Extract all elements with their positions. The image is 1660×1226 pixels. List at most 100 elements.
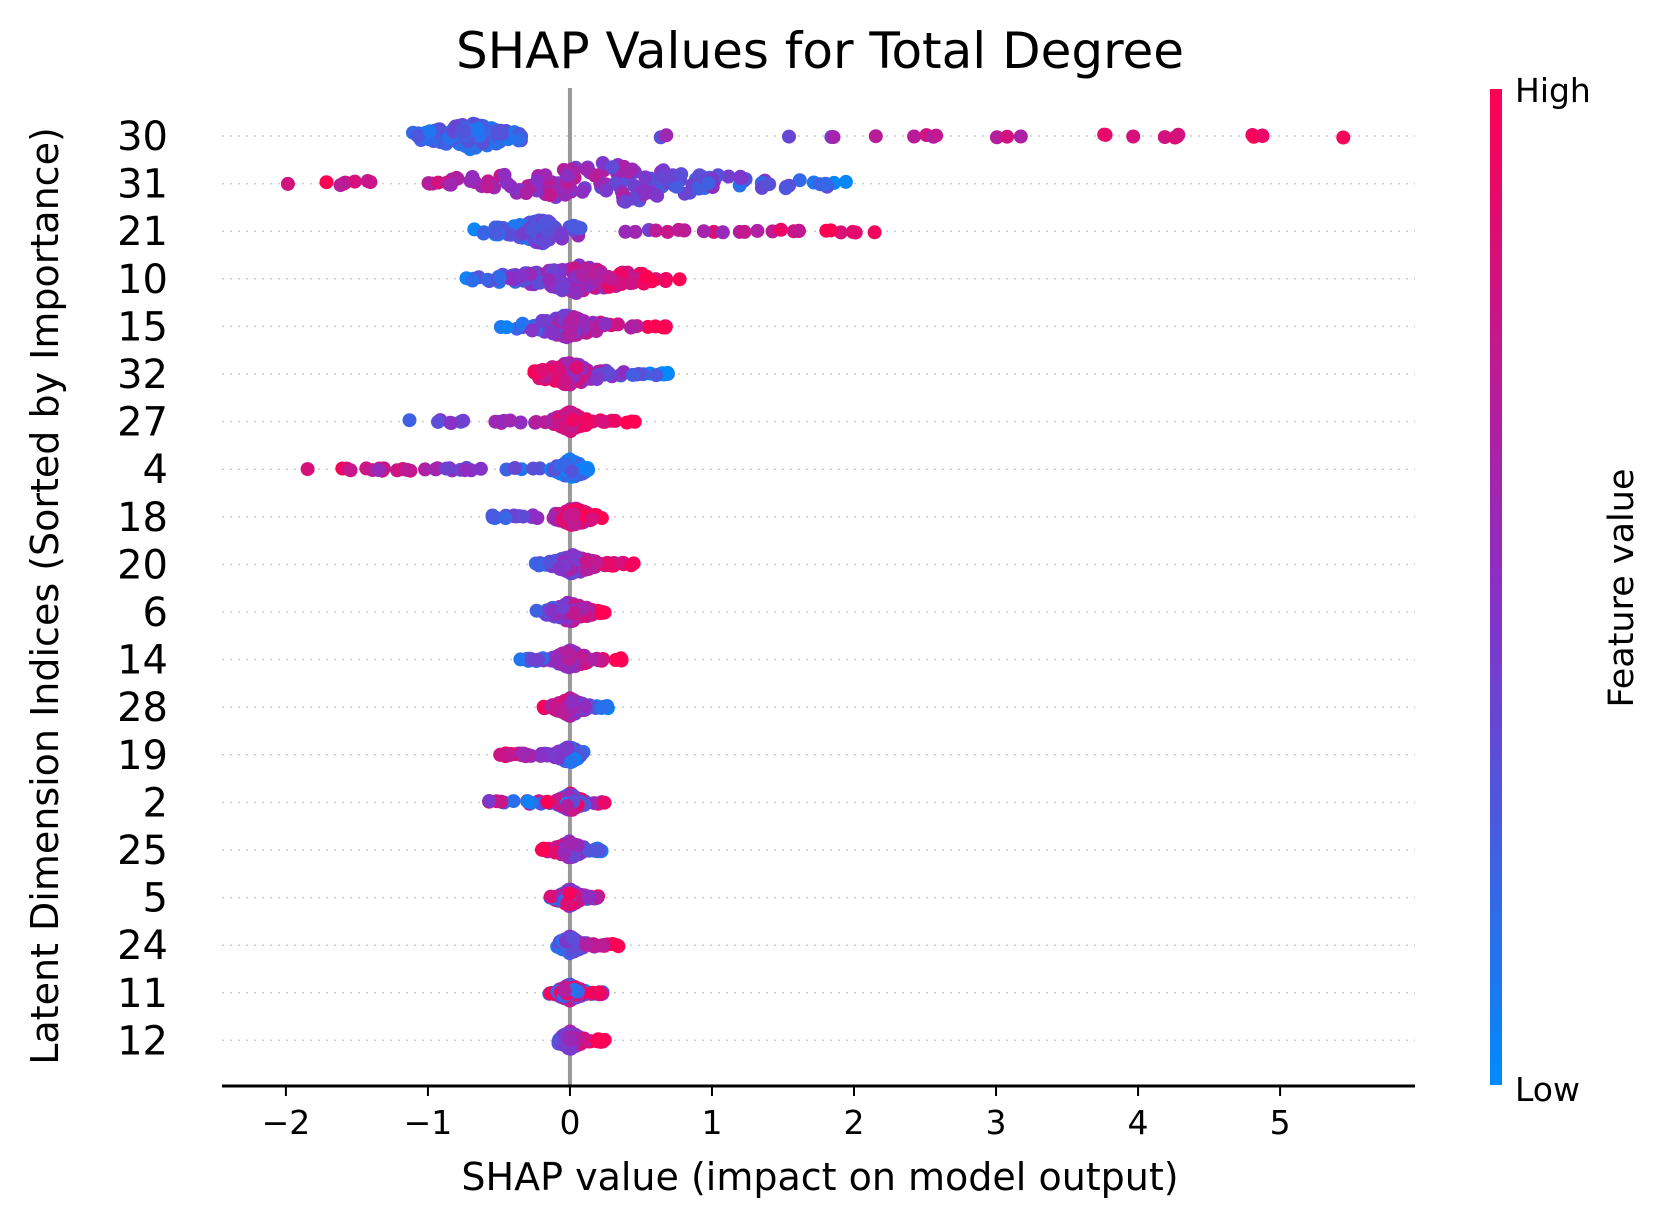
shap-point xyxy=(1336,130,1351,145)
shap-point xyxy=(792,173,807,188)
shap-point xyxy=(562,886,577,901)
shap-point xyxy=(791,223,806,238)
shap-point xyxy=(721,169,736,184)
shap-point xyxy=(503,179,518,194)
feature-label: 14 xyxy=(117,638,168,684)
shap-point xyxy=(672,272,687,287)
shap-point xyxy=(503,271,518,286)
shap-point xyxy=(563,835,577,850)
shap-point xyxy=(605,160,620,175)
shap-point xyxy=(625,319,640,334)
shap-point xyxy=(601,366,616,381)
shap-point xyxy=(597,795,612,810)
shap-point xyxy=(566,311,581,326)
colorbar-high-label: High xyxy=(1515,71,1591,110)
shap-point xyxy=(480,272,495,287)
shap-point xyxy=(654,169,669,184)
shap-point xyxy=(585,512,599,527)
shap-point xyxy=(542,272,557,287)
shap-point xyxy=(470,122,485,137)
feature-label: 11 xyxy=(117,971,168,1017)
shap-point xyxy=(782,129,796,144)
x-tick-label: −2 xyxy=(262,1103,311,1142)
colorbar-title: Feature value xyxy=(1602,469,1642,708)
shap-point xyxy=(1171,127,1186,142)
shap-point xyxy=(1126,129,1141,144)
feature-label: 18 xyxy=(117,495,168,541)
shap-point xyxy=(613,651,628,666)
shap-point xyxy=(514,268,529,283)
shap-point xyxy=(485,509,500,524)
feature-label: 20 xyxy=(117,542,168,588)
shap-point xyxy=(538,215,553,230)
shap-point xyxy=(543,889,558,904)
shap-point xyxy=(566,507,581,522)
shap-point xyxy=(476,226,491,241)
shap-point xyxy=(669,179,684,194)
shap-point xyxy=(660,224,675,239)
shap-point xyxy=(624,558,639,573)
shap-point xyxy=(559,168,574,183)
shap-point xyxy=(715,225,730,240)
shap-point xyxy=(582,843,597,858)
x-axis-label: SHAP value (impact on model output) xyxy=(461,1155,1178,1199)
shap-point xyxy=(563,327,578,342)
shap-point xyxy=(319,175,334,190)
shap-point xyxy=(465,170,480,184)
shap-point xyxy=(639,269,654,284)
shap-point xyxy=(555,283,570,298)
shap-point xyxy=(526,461,541,476)
shap-point xyxy=(457,463,472,478)
shap-point xyxy=(534,748,549,763)
shap-point xyxy=(625,367,640,382)
shap-point xyxy=(525,323,540,338)
shap-point xyxy=(907,129,922,144)
shap-point xyxy=(818,176,833,191)
shap-point xyxy=(535,362,550,377)
shap-point xyxy=(565,931,580,946)
feature-label: 24 xyxy=(117,923,168,969)
shap-point xyxy=(543,188,558,202)
shap-point xyxy=(868,129,883,144)
shap-point xyxy=(1013,129,1028,144)
shap-point xyxy=(566,694,580,709)
shap-point xyxy=(494,794,509,809)
shap-point xyxy=(848,225,863,240)
feature-label: 12 xyxy=(117,1018,168,1064)
feature-label: 32 xyxy=(117,352,168,398)
shap-point xyxy=(555,600,570,615)
y-axis-label: Latent Dimension Indices (Sorted by Impo… xyxy=(23,127,67,1065)
x-tick-label: −1 xyxy=(404,1103,453,1142)
shap-point xyxy=(593,1033,608,1048)
shap-point xyxy=(578,418,593,432)
shap-point xyxy=(498,511,513,526)
colorbar-low-label: Low xyxy=(1515,1070,1580,1109)
shap-point xyxy=(333,178,348,193)
shap-points xyxy=(280,116,1351,1056)
shap-point xyxy=(867,225,882,240)
shap-point xyxy=(579,162,594,177)
shap-point xyxy=(540,794,555,809)
shap-point xyxy=(671,222,686,237)
shap-point xyxy=(552,561,567,576)
shap-point xyxy=(566,606,581,621)
shap-point xyxy=(989,130,1004,145)
shap-point xyxy=(564,755,578,769)
shap-point xyxy=(618,194,633,209)
feature-label: 19 xyxy=(117,733,168,779)
shap-point xyxy=(511,133,526,148)
shap-point xyxy=(363,175,378,190)
shap-point xyxy=(558,374,573,389)
feature-label: 27 xyxy=(117,400,168,446)
shap-point xyxy=(566,218,581,233)
shap-point xyxy=(497,167,512,182)
feature-label: 6 xyxy=(143,590,168,636)
feature-label: 5 xyxy=(143,876,168,922)
shap-point xyxy=(762,177,777,192)
shap-point xyxy=(618,224,633,239)
shap-point xyxy=(443,177,458,192)
shap-point xyxy=(488,226,503,241)
shap-point xyxy=(439,461,454,476)
shap-point xyxy=(538,415,553,430)
shap-point xyxy=(596,938,611,953)
